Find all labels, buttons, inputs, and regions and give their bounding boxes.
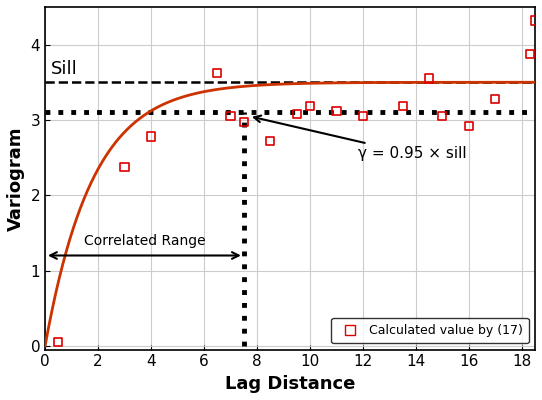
Point — [491, 96, 500, 102]
Point — [359, 113, 367, 119]
Point — [525, 50, 534, 57]
Point — [438, 113, 447, 119]
Point — [213, 70, 222, 76]
Point — [464, 123, 473, 129]
Point — [398, 103, 407, 110]
Point — [120, 164, 129, 170]
Point — [226, 113, 235, 119]
X-axis label: Lag Distance: Lag Distance — [225, 375, 355, 393]
Text: Sill: Sill — [50, 60, 77, 78]
Point — [54, 339, 63, 345]
Point — [266, 138, 275, 144]
Text: Correlated Range: Correlated Range — [83, 234, 205, 248]
Point — [147, 133, 156, 140]
Point — [240, 119, 248, 125]
Point — [425, 75, 434, 82]
Point — [292, 111, 301, 117]
Point — [306, 103, 314, 110]
Point — [531, 17, 539, 24]
Text: γ = 0.95 × sill: γ = 0.95 × sill — [254, 116, 466, 161]
Y-axis label: Variogram: Variogram — [7, 126, 25, 230]
Legend: Calculated value by (17): Calculated value by (17) — [331, 318, 529, 343]
Point — [332, 108, 341, 114]
